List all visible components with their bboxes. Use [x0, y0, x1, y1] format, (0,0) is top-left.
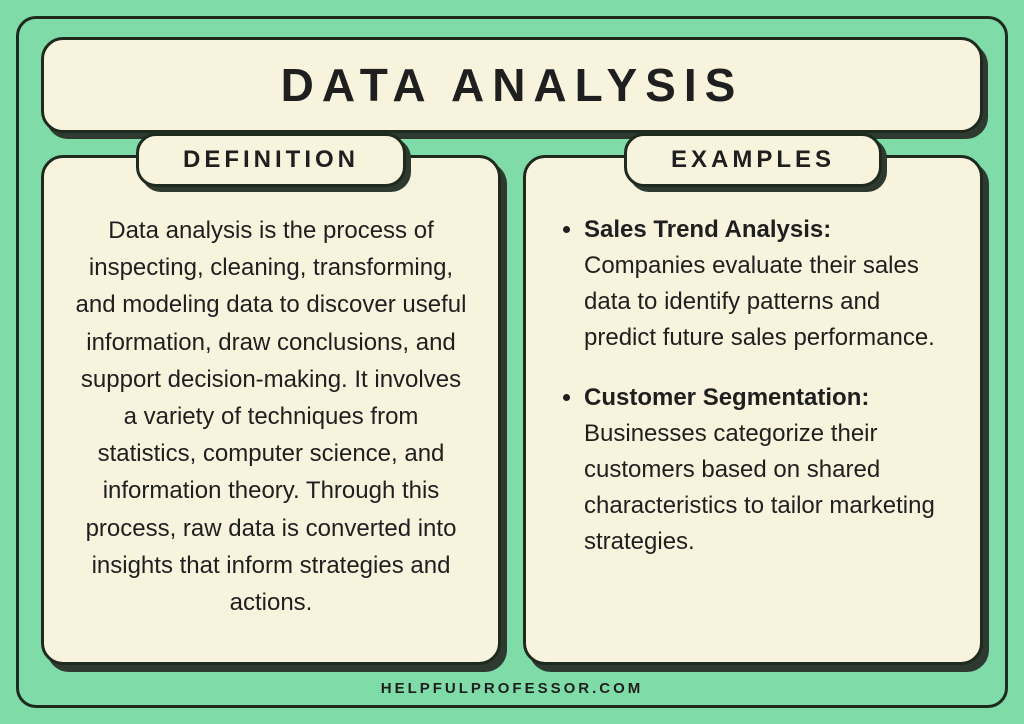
main-frame: DATA ANALYSIS DEFINITION Data analysis i…	[16, 16, 1008, 708]
columns: DEFINITION Data analysis is the process …	[41, 155, 983, 665]
example-title: Sales Trend Analysis:	[584, 216, 831, 243]
example-body: Businesses categorize their customers ba…	[584, 420, 935, 555]
definition-panel-wrap: DEFINITION Data analysis is the process …	[41, 155, 501, 665]
examples-label: EXAMPLES	[624, 133, 882, 187]
list-item: Sales Trend Analysis: Companies evaluate…	[584, 212, 952, 356]
examples-panel-wrap: EXAMPLES Sales Trend Analysis: Companies…	[523, 155, 983, 665]
list-item: Customer Segmentation: Businesses catego…	[584, 380, 952, 560]
example-body: Companies evaluate their sales data to i…	[584, 252, 935, 351]
definition-text: Data analysis is the process of inspecti…	[72, 212, 470, 621]
page-title: DATA ANALYSIS	[54, 58, 970, 112]
definition-label: DEFINITION	[136, 133, 406, 187]
examples-panel: Sales Trend Analysis: Companies evaluate…	[523, 155, 983, 665]
definition-panel: Data analysis is the process of inspecti…	[41, 155, 501, 665]
examples-list: Sales Trend Analysis: Companies evaluate…	[554, 212, 952, 560]
title-box: DATA ANALYSIS	[41, 37, 983, 133]
footer-credit: HELPFULPROFESSOR.COM	[19, 680, 1005, 697]
example-title: Customer Segmentation:	[584, 384, 869, 411]
